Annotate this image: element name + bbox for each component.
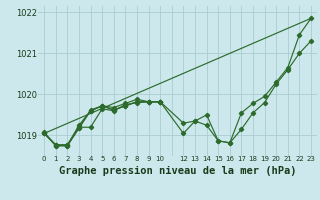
X-axis label: Graphe pression niveau de la mer (hPa): Graphe pression niveau de la mer (hPa) — [59, 166, 296, 176]
